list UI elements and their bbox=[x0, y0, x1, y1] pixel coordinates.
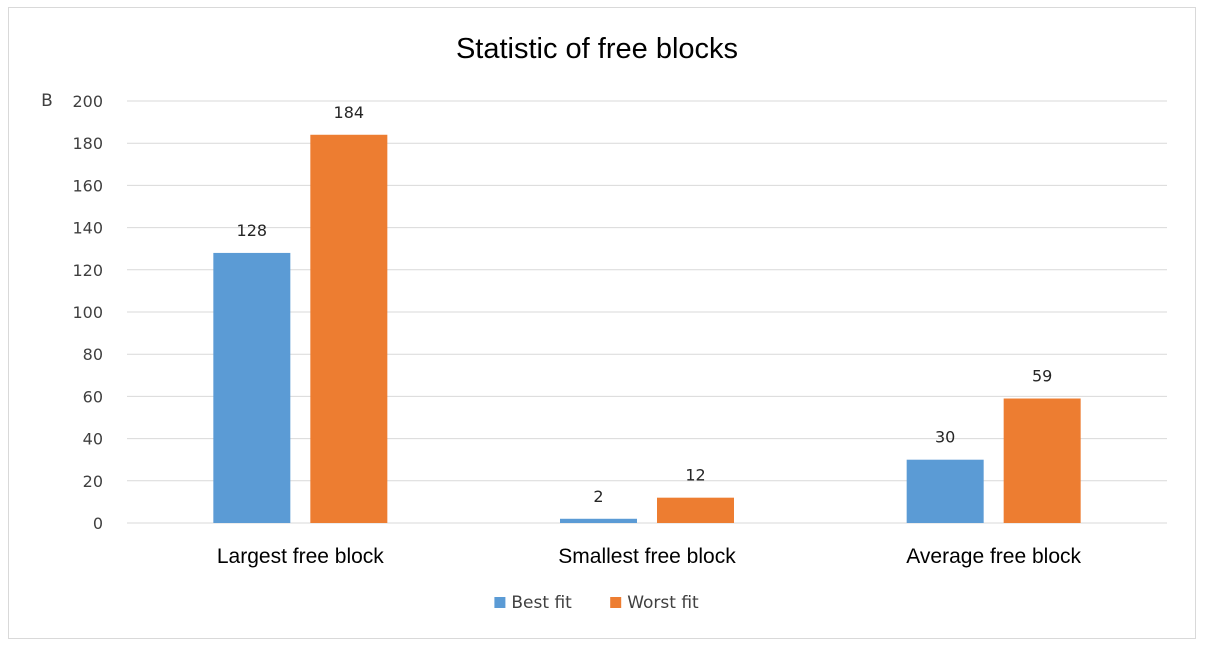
y-tick-label: 40 bbox=[83, 430, 103, 449]
y-tick-label: 200 bbox=[72, 92, 103, 111]
y-tick-label: 140 bbox=[72, 219, 103, 238]
legend-swatch bbox=[494, 597, 506, 608]
bar-best-fit bbox=[213, 252, 291, 524]
y-tick-label: 100 bbox=[72, 303, 103, 322]
data-label: 30 bbox=[935, 428, 955, 447]
data-label: 12 bbox=[685, 466, 705, 485]
bar-worst-fit bbox=[657, 497, 734, 523]
bar-worst-fit bbox=[1003, 398, 1081, 523]
data-labels: 128 184 2 12 30 59 bbox=[237, 103, 1053, 506]
x-category-label: Average free block bbox=[906, 545, 1081, 568]
chart-frame bbox=[8, 7, 1196, 639]
x-axis-categories: Largest free block Smallest free block Ave… bbox=[217, 545, 1082, 568]
data-label: 128 bbox=[237, 221, 268, 240]
y-tick-label: 60 bbox=[83, 387, 103, 406]
y-axis-unit-label: B bbox=[41, 91, 53, 111]
bar-best-fit bbox=[906, 459, 984, 523]
legend-swatch bbox=[610, 597, 622, 608]
legend-label: Best fit bbox=[511, 593, 572, 613]
x-category-label: Smallest free block bbox=[558, 545, 736, 568]
y-tick-label: 160 bbox=[72, 176, 103, 195]
y-tick-label: 0 bbox=[93, 514, 103, 533]
data-label: 2 bbox=[593, 487, 603, 506]
y-tick-label: 120 bbox=[72, 261, 103, 280]
gridlines bbox=[127, 100, 1167, 524]
x-category-label: Largest free block bbox=[217, 545, 384, 568]
y-tick-label: 20 bbox=[83, 472, 103, 491]
bars bbox=[213, 134, 1081, 524]
chart-title: Statistic of free blocks bbox=[456, 33, 738, 65]
bar-worst-fit bbox=[310, 134, 388, 523]
data-label: 184 bbox=[334, 103, 365, 122]
bar-best-fit bbox=[560, 518, 637, 523]
y-tick-label: 80 bbox=[83, 345, 103, 364]
legend: Best fit Worst fit bbox=[494, 593, 699, 613]
y-tick-label: 180 bbox=[72, 134, 103, 153]
data-label: 59 bbox=[1032, 367, 1052, 386]
y-axis-ticks: 0 20 40 60 80 100 120 140 160 180 200 bbox=[72, 92, 103, 533]
legend-label: Worst fit bbox=[627, 593, 699, 613]
